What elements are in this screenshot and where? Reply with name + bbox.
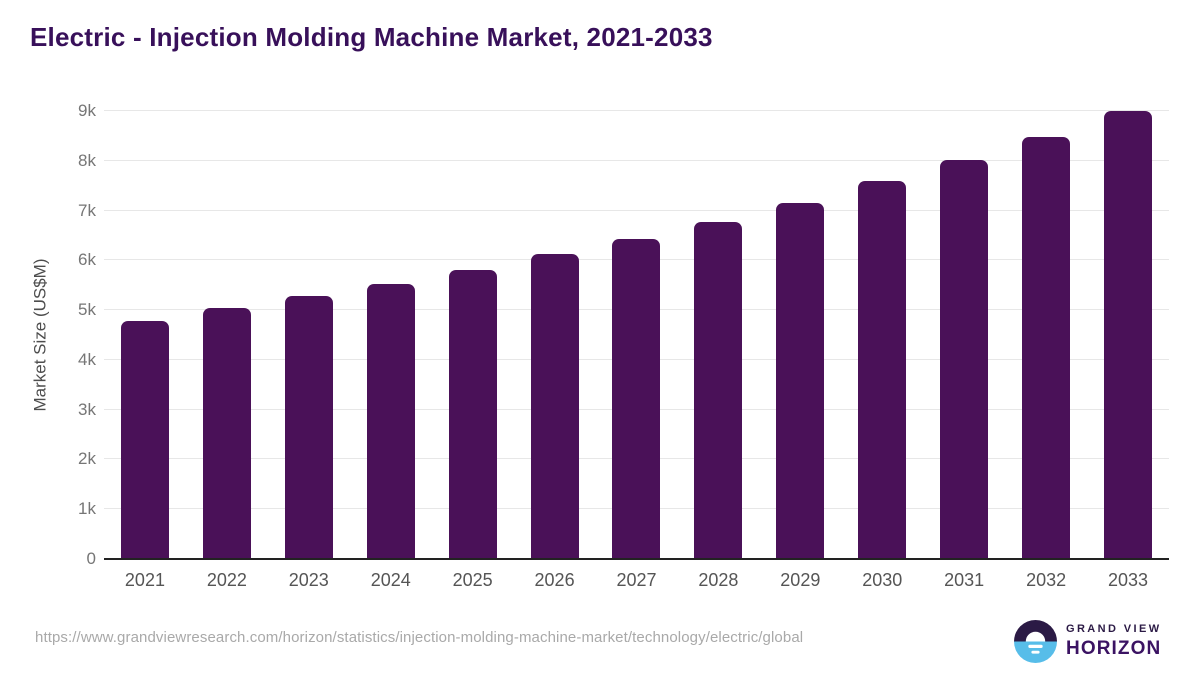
y-tick-label-9k: 9k xyxy=(78,101,96,120)
plot-area xyxy=(104,110,1169,560)
source-url: https://www.grandviewresearch.com/horizo… xyxy=(35,629,804,646)
x-tick-label-2033: 2033 xyxy=(1107,570,1149,590)
x-tick-label-2022: 2022 xyxy=(206,570,247,590)
logo-brand-bottom: HORIZON xyxy=(1066,638,1162,659)
y-tick-label-6k: 6k xyxy=(78,250,96,270)
bar-2023[interactable] xyxy=(284,296,333,559)
gridline-7k xyxy=(104,209,1169,211)
bar-2026[interactable] xyxy=(530,254,579,559)
grand-view-horizon-logo: GRAND VIEW HORIZON xyxy=(1014,619,1162,663)
gridline-9k xyxy=(104,110,1169,111)
x-tick-label-2023: 2023 xyxy=(288,570,329,590)
y-tick-label-1k: 1k xyxy=(78,499,96,519)
y-tick-label-8k: 8k xyxy=(78,150,96,170)
horizon-sun-icon xyxy=(1014,619,1057,663)
bar-2029[interactable] xyxy=(776,202,825,559)
x-tick-label-2032: 2032 xyxy=(1026,570,1067,590)
x-axis-tick-labels: 2021 2022 2023 2024 2025 2026 2027 2028 2029 2030… xyxy=(104,570,1169,591)
y-axis-tick-labels: 0 1k 2k 3k 4k 5k 6k 7k 8k 9k xyxy=(40,101,96,568)
y-tick-label-7k: 7k xyxy=(78,200,96,220)
logo-text: GRAND VIEW HORIZON xyxy=(1066,623,1162,659)
bar-2021[interactable] xyxy=(120,321,169,559)
x-tick-label-2031: 2031 xyxy=(944,570,985,590)
x-tick-label-2028: 2028 xyxy=(698,570,739,590)
bar-2027[interactable] xyxy=(612,239,661,559)
x-tick-label-2021: 2021 xyxy=(124,570,165,590)
x-tick-label-2030: 2030 xyxy=(862,570,903,590)
logo-brand-top: GRAND VIEW xyxy=(1066,623,1162,635)
y-tick-label-0: 0 xyxy=(86,549,96,568)
gridline-8k xyxy=(104,159,1169,161)
x-tick-label-2027: 2027 xyxy=(616,570,657,590)
bar-2031[interactable] xyxy=(940,159,989,559)
x-tick-label-2029: 2029 xyxy=(780,570,821,590)
bar-2028[interactable] xyxy=(694,221,743,559)
x-tick-label-2026: 2026 xyxy=(534,570,575,590)
y-tick-label-4k: 4k xyxy=(78,349,96,369)
x-tick-label-2024: 2024 xyxy=(370,570,411,590)
y-tick-label-3k: 3k xyxy=(78,399,96,419)
y-tick-label-5k: 5k xyxy=(78,300,96,320)
bar-2022[interactable] xyxy=(202,307,251,559)
bar-2030[interactable] xyxy=(858,181,907,559)
bar-2032[interactable] xyxy=(1022,136,1071,559)
x-tick-label-2025: 2025 xyxy=(452,570,493,590)
x-axis-line xyxy=(104,558,1169,560)
bar-series xyxy=(104,111,1169,559)
y-tick-label-2k: 2k xyxy=(78,449,96,469)
bar-2025[interactable] xyxy=(448,270,497,559)
bar-2024[interactable] xyxy=(366,283,415,559)
bar-2033[interactable] xyxy=(1104,111,1153,559)
page-title: Electric - Injection Molding Machine Mar… xyxy=(30,22,713,52)
